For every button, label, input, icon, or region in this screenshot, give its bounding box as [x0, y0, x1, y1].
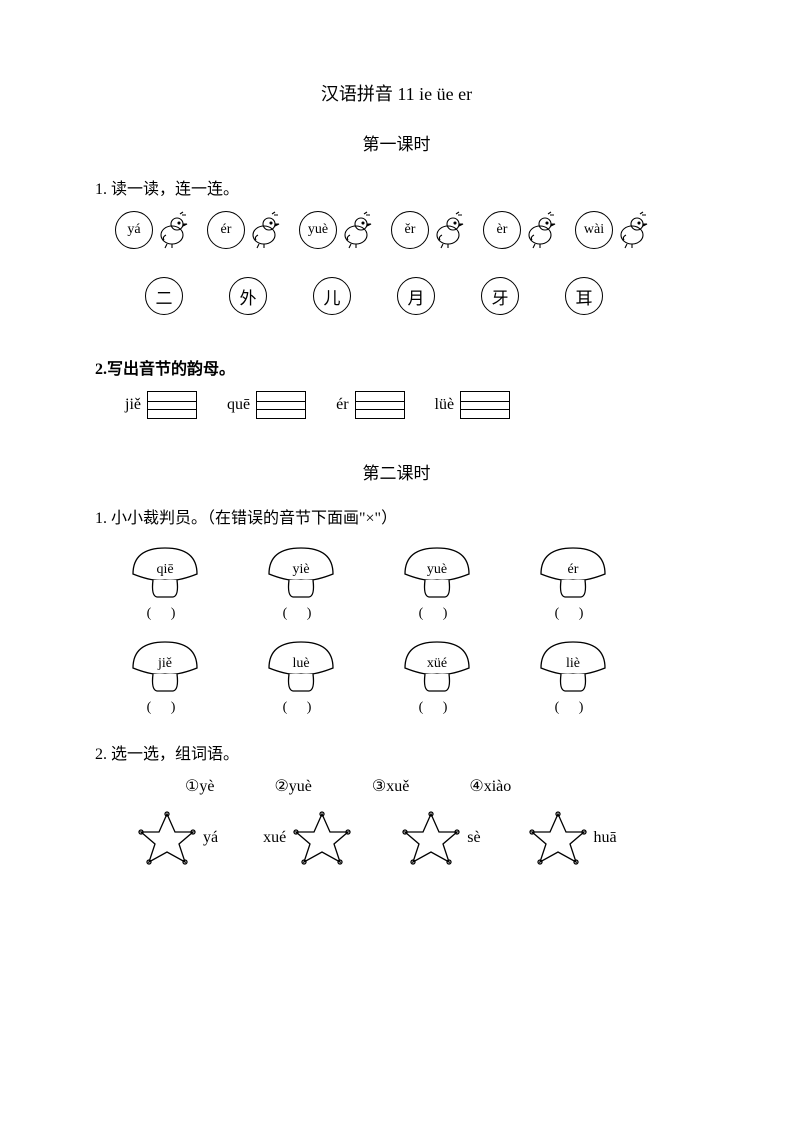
q2-row: jiě quē ér lüè	[125, 391, 698, 419]
answer-blank[interactable]: ( )	[535, 606, 611, 622]
star-suffix: huā	[594, 829, 617, 847]
char-circle: 月	[397, 277, 435, 315]
char-circle: 牙	[481, 277, 519, 315]
star-row: yá xué sè huā	[135, 808, 698, 868]
answer-blank[interactable]: ( )	[127, 700, 203, 716]
paren-row-1: ( ) ( ) ( ) ( )	[127, 606, 698, 622]
q1-unit: yá	[115, 211, 189, 249]
write-box[interactable]	[256, 391, 306, 419]
chick-icon	[615, 211, 649, 249]
answer-blank[interactable]: ( )	[399, 700, 475, 716]
star-icon	[290, 808, 354, 868]
chick-icon	[155, 211, 189, 249]
mushroom-unit: ér	[535, 542, 611, 600]
write-label: jiě	[125, 396, 141, 414]
pinyin-circle: yá	[115, 211, 153, 249]
mushroom-unit: liè	[535, 636, 611, 694]
q1-unit: èr	[483, 211, 557, 249]
char-circle: 外	[229, 277, 267, 315]
star-suffix: sè	[467, 829, 480, 847]
pinyin-circle: ér	[207, 211, 245, 249]
choice-item: ④xiào	[469, 776, 511, 796]
star-unit: sè	[399, 808, 480, 868]
pinyin-circle: ěr	[391, 211, 429, 249]
l2-q1-label: 1. 小小裁判员。（在错误的音节下面画"×"）	[95, 504, 698, 528]
char-circle: 耳	[565, 277, 603, 315]
lesson1-heading: 第一课时	[95, 130, 698, 155]
star-unit: huā	[526, 808, 617, 868]
worksheet-title: 汉语拼音 11 ie üe er	[95, 80, 698, 106]
mushroom-unit: luè	[263, 636, 339, 694]
lesson2-heading: 第二课时	[95, 459, 698, 484]
mushroom-unit: qiē	[127, 542, 203, 600]
mushroom-row-1: qiē yiè yuè ér	[127, 542, 698, 600]
char-circle: 儿	[313, 277, 351, 315]
answer-blank[interactable]: ( )	[535, 700, 611, 716]
pinyin-circle: èr	[483, 211, 521, 249]
choice-row: ①yè ②yuè ③xuě ④xiào	[185, 776, 698, 796]
q1-unit: ér	[207, 211, 281, 249]
q1-pinyin-row: yá ér yuè ěr èr wài	[115, 211, 698, 249]
l2-q2-label: 2. 选一选，组词语。	[95, 740, 698, 764]
star-unit: yá	[135, 808, 218, 868]
write-box[interactable]	[460, 391, 510, 419]
char-circle: 二	[145, 277, 183, 315]
answer-blank[interactable]: ( )	[127, 606, 203, 622]
q1-char-row: 二 外 儿 月 牙 耳	[145, 277, 698, 315]
chick-icon	[339, 211, 373, 249]
chick-icon	[523, 211, 557, 249]
chick-icon	[247, 211, 281, 249]
answer-blank[interactable]: ( )	[263, 700, 339, 716]
pinyin-circle: wài	[575, 211, 613, 249]
choice-item: ①yè	[185, 776, 214, 796]
pinyin-circle: yuè	[299, 211, 337, 249]
q1-label: 1. 读一读，连一连。	[95, 175, 698, 199]
choice-item: ③xuě	[372, 776, 409, 796]
answer-blank[interactable]: ( )	[399, 606, 475, 622]
star-icon	[135, 808, 199, 868]
chick-icon	[431, 211, 465, 249]
mushroom-unit: yiè	[263, 542, 339, 600]
choice-item: ②yuè	[274, 776, 311, 796]
star-prefix: xué	[263, 829, 286, 847]
write-unit: quē	[227, 391, 306, 419]
mushroom-unit: xüé	[399, 636, 475, 694]
paren-row-2: ( ) ( ) ( ) ( )	[127, 700, 698, 716]
star-icon	[399, 808, 463, 868]
write-box[interactable]	[355, 391, 405, 419]
star-suffix: yá	[203, 829, 218, 847]
answer-blank[interactable]: ( )	[263, 606, 339, 622]
q1-unit: wài	[575, 211, 649, 249]
write-unit: jiě	[125, 391, 197, 419]
write-label: lüè	[435, 396, 455, 414]
q2-label: 2.写出音节的韵母。	[95, 355, 698, 379]
write-unit: ér	[336, 391, 404, 419]
mushroom-row-2: jiě luè xüé liè	[127, 636, 698, 694]
write-label: ér	[336, 396, 348, 414]
q1-unit: ěr	[391, 211, 465, 249]
star-icon	[526, 808, 590, 868]
write-box[interactable]	[147, 391, 197, 419]
mushroom-unit: jiě	[127, 636, 203, 694]
write-unit: lüè	[435, 391, 511, 419]
q1-unit: yuè	[299, 211, 373, 249]
star-unit: xué	[263, 808, 354, 868]
mushroom-unit: yuè	[399, 542, 475, 600]
write-label: quē	[227, 396, 250, 414]
